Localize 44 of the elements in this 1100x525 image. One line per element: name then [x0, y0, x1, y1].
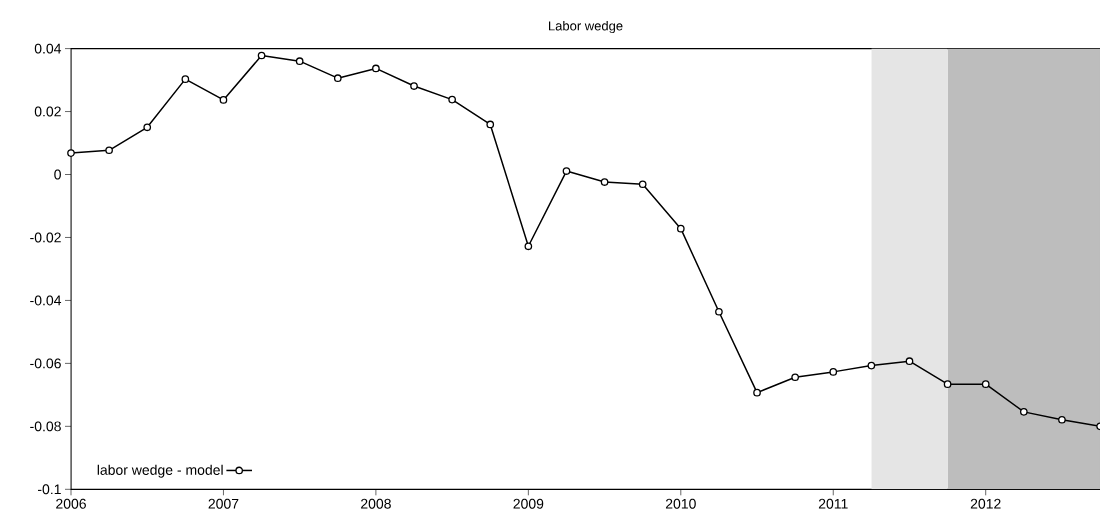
- point: [295, 57, 304, 66]
- point: [333, 74, 342, 83]
- point: [943, 380, 952, 389]
- point: [181, 75, 190, 83]
- x-tick-label: 2006: [56, 498, 86, 509]
- point: [1019, 408, 1028, 416]
- y-tick-label: -0.08: [30, 421, 61, 432]
- point: [143, 123, 152, 132]
- point: [486, 120, 495, 129]
- point: [638, 180, 647, 189]
- point: [257, 51, 266, 60]
- x-tick-label: 2007: [208, 498, 239, 509]
- point: [600, 178, 609, 186]
- x-tick-label: 2008: [361, 498, 391, 509]
- x-tick-label: 2011: [818, 498, 848, 509]
- point: [867, 361, 876, 370]
- point: [219, 96, 228, 104]
- x-tick-label: 2009: [513, 498, 544, 509]
- point: [791, 373, 799, 382]
- point: [715, 307, 723, 316]
- x-tick-label: 2012: [970, 498, 1001, 509]
- y-tick-label: 0.02: [34, 106, 61, 117]
- legend-label: labor wedge - model: [97, 464, 223, 478]
- chart-title: Labor wedge: [549, 20, 623, 34]
- point: [753, 388, 761, 397]
- point: [562, 167, 571, 175]
- point: [67, 149, 75, 157]
- point: [829, 368, 838, 376]
- point: [524, 242, 533, 251]
- point: [448, 95, 456, 104]
- point: [372, 64, 380, 73]
- y-tick-label: -0.04: [30, 295, 62, 306]
- y-tick-label: -0.1: [37, 484, 61, 495]
- point: [105, 146, 113, 155]
- point: [1058, 415, 1066, 424]
- x-tick-label: 2010: [665, 498, 696, 509]
- y-tick-label: -0.06: [30, 358, 61, 369]
- y-tick-label: 0.04: [34, 43, 62, 54]
- point: [410, 82, 418, 90]
- y-tick-label: -0.02: [30, 232, 61, 243]
- y-tick-label: 0: [54, 169, 61, 180]
- point: [676, 224, 685, 233]
- point: [981, 380, 990, 389]
- point: [905, 357, 914, 366]
